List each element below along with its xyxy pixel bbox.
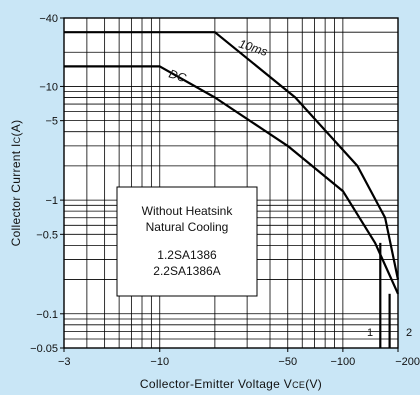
curve-marker-1: 1 <box>367 327 373 339</box>
y-axis-label-unit: (A) <box>9 120 23 137</box>
x-tick-label: −3 <box>58 356 71 368</box>
y-tick-label: −40 <box>39 13 58 25</box>
series-line-10ms <box>64 31 400 280</box>
series-label-dc: DC <box>167 67 188 86</box>
y-tick-label: −10 <box>39 81 58 93</box>
x-tick-label: −50 <box>278 356 297 368</box>
x-axis-label: Collector-Emitter Voltage VCE(V) <box>140 377 322 391</box>
legend-line-2: Natural Cooling <box>146 220 229 234</box>
legend-line-4: 2.2SA1386A <box>153 264 220 278</box>
y-tick-label: −0.05 <box>30 343 58 355</box>
legend-box: Without Heatsink Natural Cooling 1.2SA13… <box>116 186 258 297</box>
curve-layer <box>64 31 400 348</box>
y-tick-label: −0.1 <box>36 309 58 321</box>
legend-box-frame <box>116 186 258 297</box>
legend-line-3: 1.2SA1386 <box>157 248 217 262</box>
legend-line-1: Without Heatsink <box>142 204 234 218</box>
x-tick-label: −10 <box>150 356 169 368</box>
x-tick-label: −200 <box>395 356 420 368</box>
y-axis-label-main: Collector Current I <box>9 143 23 246</box>
x-axis-label-sub: CE <box>292 380 305 390</box>
y-tick-label: −5 <box>45 116 58 128</box>
x-axis-label-unit: (V) <box>305 377 322 391</box>
x-tick-label: −100 <box>330 356 355 368</box>
y-tick-label: −1 <box>45 195 58 207</box>
y-tick-label: −0.5 <box>36 229 58 241</box>
tick-layer: −3 −10 −50 −100 −200 −40 −10 −5 −1 −0.5 −0.1 −0.05 <box>30 13 420 368</box>
x-axis-label-main: Collector-Emitter Voltage V <box>140 377 292 391</box>
series-line-dc <box>64 65 400 295</box>
y-axis-label: Collector Current IC(A) <box>9 120 23 247</box>
y-axis-label-sub: C <box>12 136 22 143</box>
curve-marker-2: 2 <box>406 327 412 339</box>
